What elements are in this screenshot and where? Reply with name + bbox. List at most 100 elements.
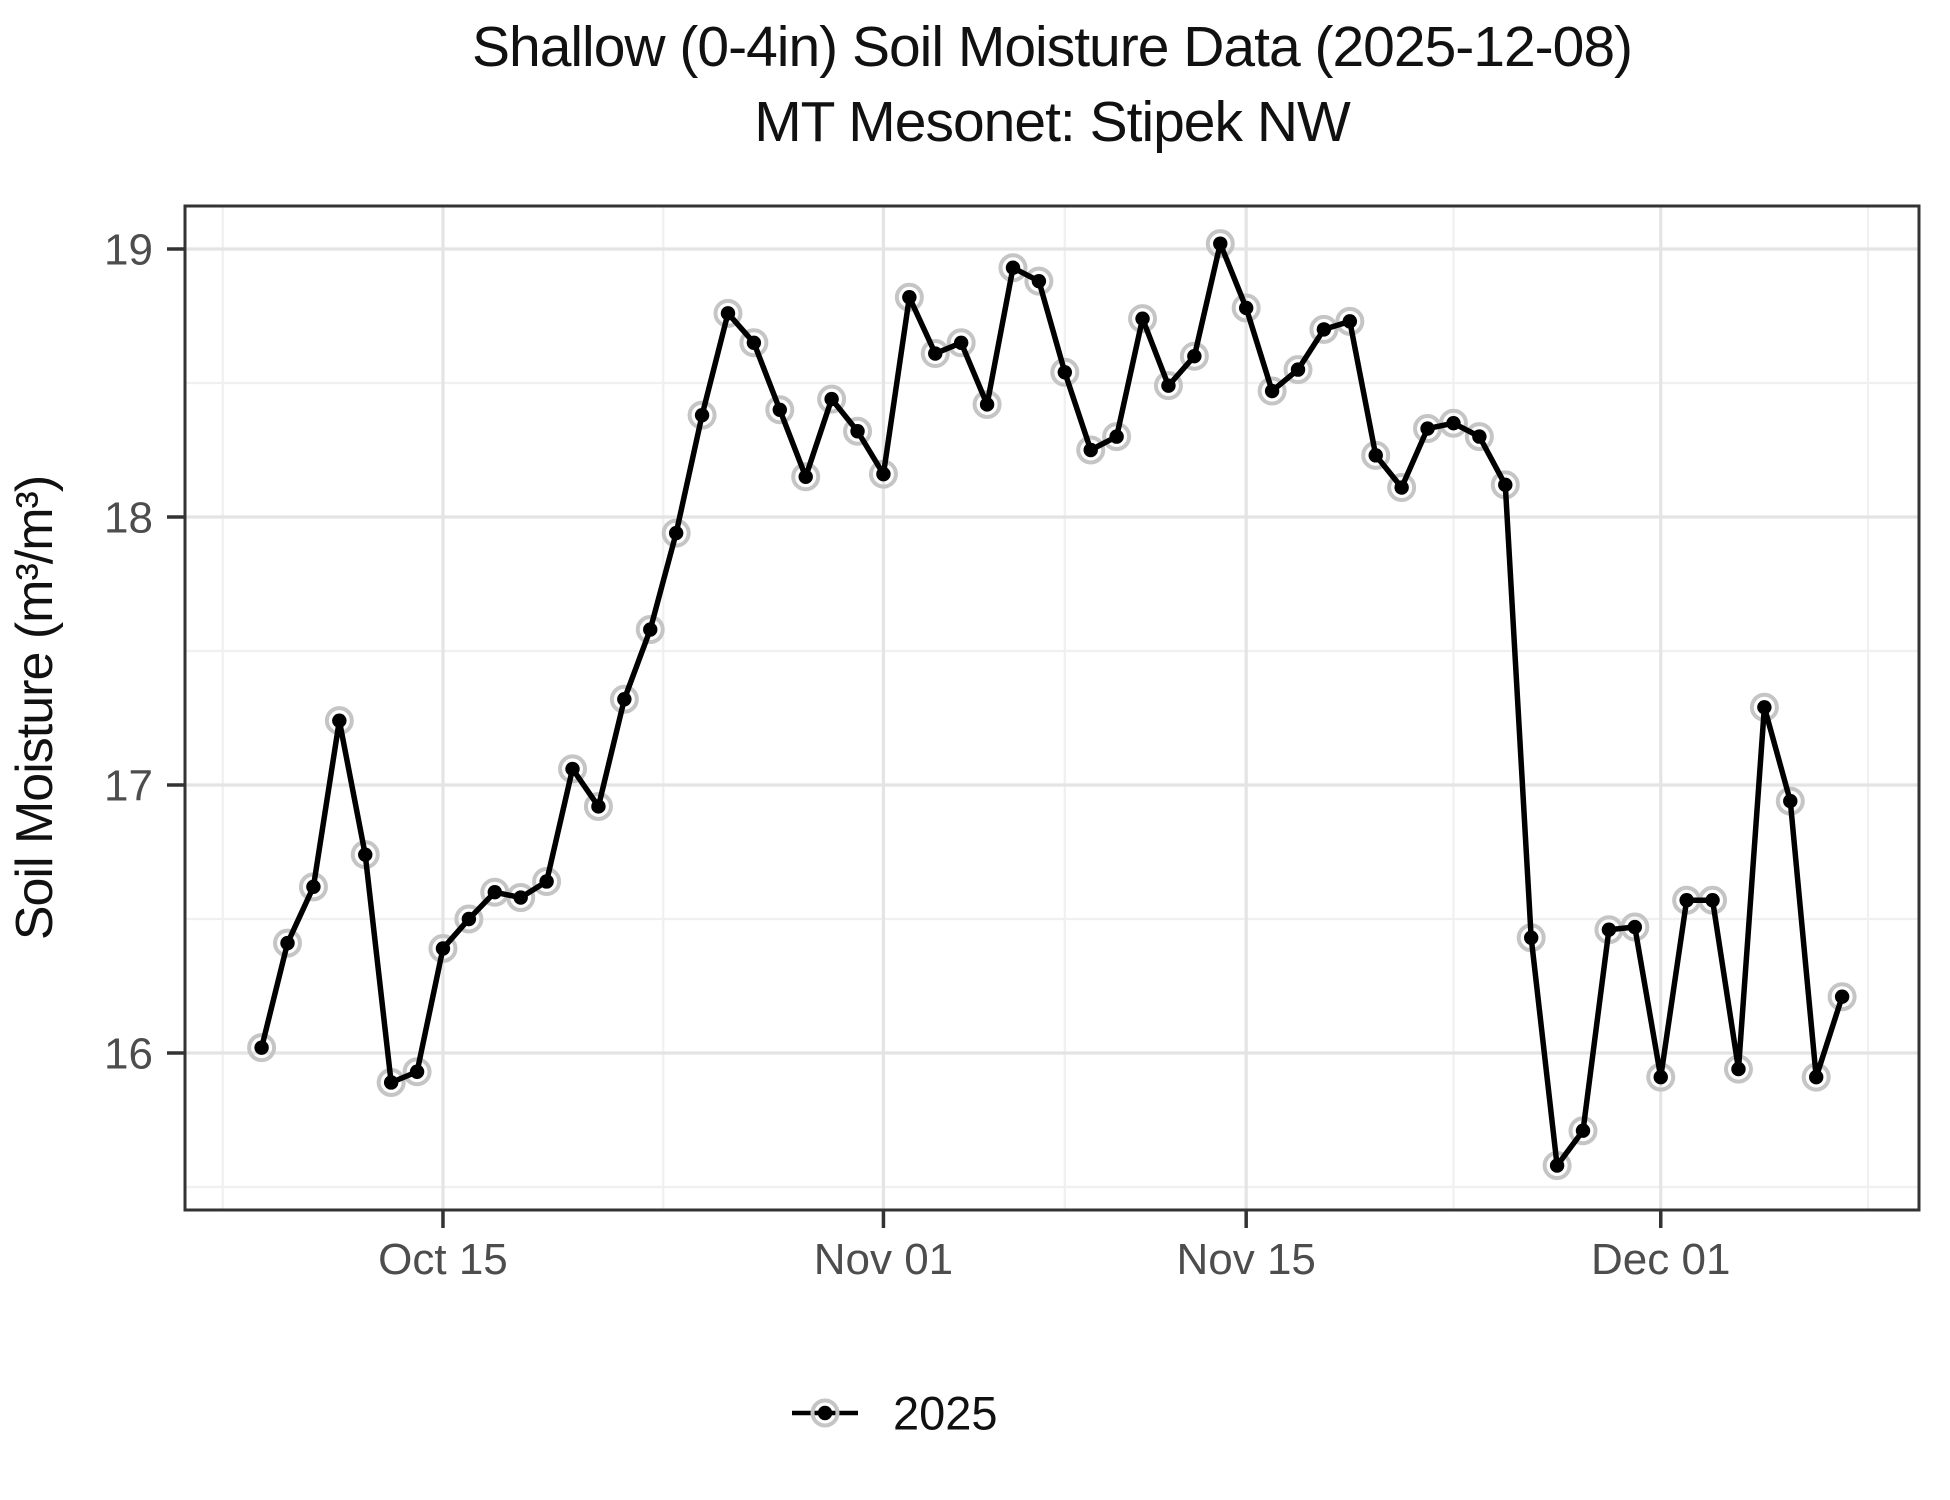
data-point — [1523, 930, 1539, 945]
chart-title-line2: MT Mesonet: Stipek NW — [754, 90, 1351, 155]
data-point-halo — [817, 384, 847, 414]
data-point — [798, 469, 813, 484]
data-point-halo — [1024, 266, 1054, 296]
data-point — [487, 885, 502, 900]
data-point-halo — [739, 328, 769, 358]
data-point — [1187, 349, 1202, 364]
legend-key-halo-icon — [810, 1398, 840, 1428]
x-axis-tick-label: Dec 01 — [1591, 1235, 1730, 1284]
data-point-halo — [1050, 357, 1080, 387]
data-point-halo — [1076, 435, 1106, 465]
data-point — [720, 306, 736, 321]
data-point — [617, 692, 632, 707]
data-point — [1731, 1061, 1746, 1077]
data-point-halo — [635, 615, 665, 645]
data-point-halo — [454, 904, 484, 934]
data-point — [1446, 416, 1461, 431]
data-point — [746, 335, 762, 350]
data-point — [306, 879, 321, 895]
y-axis-label: Soil Moisture (m³/m³) — [6, 476, 64, 940]
data-point — [1472, 429, 1487, 444]
data-point — [1834, 989, 1850, 1004]
data-point — [1316, 322, 1332, 337]
y-axis-tick-label: 16 — [104, 1029, 153, 1078]
data-point-halo — [558, 754, 588, 784]
data-point — [1757, 700, 1772, 715]
data-point — [1083, 442, 1098, 458]
data-point-halo — [1231, 293, 1261, 323]
data-point — [1290, 362, 1306, 377]
data-point-halo — [1205, 229, 1235, 259]
data-point — [1679, 893, 1694, 908]
data-point — [1575, 1123, 1591, 1138]
data-point — [1109, 429, 1124, 444]
data-point-halo — [1257, 376, 1287, 406]
data-point — [1420, 421, 1435, 436]
data-point-halo — [1827, 982, 1857, 1012]
panel-border — [183, 204, 1921, 1212]
data-point-halos — [247, 229, 1857, 1181]
data-point — [513, 890, 528, 905]
data-point — [1809, 1069, 1824, 1085]
data-point — [1213, 236, 1228, 251]
data-point-halo — [532, 866, 562, 896]
gridlines-minor — [185, 206, 1919, 1210]
data-point — [591, 799, 606, 814]
data-point-halo — [583, 791, 613, 821]
data-point — [1057, 365, 1073, 380]
chart-title-line1: Shallow (0-4in) Soil Moisture Data (2025… — [471, 15, 1633, 79]
data-point — [1653, 1069, 1668, 1085]
data-point — [979, 397, 995, 412]
data-point-halo — [1283, 355, 1313, 385]
data-point — [409, 1064, 425, 1079]
data-point-halo — [843, 416, 873, 446]
data-point — [1498, 477, 1513, 493]
y-axis-tick-label: 19 — [104, 225, 153, 274]
data-point — [435, 941, 451, 956]
data-point — [565, 761, 580, 777]
data-point-halo — [247, 1033, 277, 1063]
data-point — [1264, 383, 1280, 399]
data-point — [280, 935, 295, 951]
data-point — [1161, 378, 1176, 393]
data-point — [461, 911, 477, 927]
x-axis-tick-label: Oct 15 — [378, 1235, 508, 1284]
data-point-halo — [713, 298, 743, 328]
legend: 2025 — [792, 1386, 998, 1439]
data-point — [953, 335, 969, 350]
data-point — [1135, 311, 1150, 326]
data-point — [694, 407, 710, 423]
data-point — [824, 391, 839, 407]
data-point — [772, 402, 787, 417]
axis-tick-labels: Oct 15 Nov 01 Nov 15 Dec 01 16 17 18 19 — [104, 225, 1730, 1284]
data-point — [850, 424, 865, 439]
data-point-halo — [1153, 371, 1183, 401]
data-point-halo — [273, 928, 303, 958]
y-axis-tick-label: 18 — [104, 493, 153, 542]
data-point — [1031, 273, 1047, 289]
data-point-halo — [791, 462, 821, 492]
data-point-halo — [946, 328, 976, 358]
data-point — [1705, 893, 1720, 908]
data-point-halo — [1387, 473, 1417, 503]
data-point-halo — [1309, 314, 1339, 344]
data-point — [1005, 260, 1021, 275]
data-point — [254, 1040, 269, 1055]
data-point — [539, 874, 554, 889]
chart-title: Shallow (0-4in) Soil Moisture Data (2025… — [185, 10, 1919, 160]
data-point — [1601, 922, 1617, 937]
gridlines-major — [185, 206, 1919, 1210]
legend-label: 2025 — [893, 1386, 998, 1439]
data-point-halo — [765, 395, 795, 425]
legend-key-dot-icon — [817, 1405, 833, 1421]
data-point — [1342, 314, 1358, 329]
data-point — [1368, 448, 1383, 463]
data-point-halo — [1464, 422, 1494, 452]
data-point — [1238, 300, 1254, 316]
data-point — [332, 713, 347, 728]
data-point — [1394, 480, 1409, 495]
data-point-halo — [609, 684, 639, 714]
data-point — [1627, 919, 1643, 935]
